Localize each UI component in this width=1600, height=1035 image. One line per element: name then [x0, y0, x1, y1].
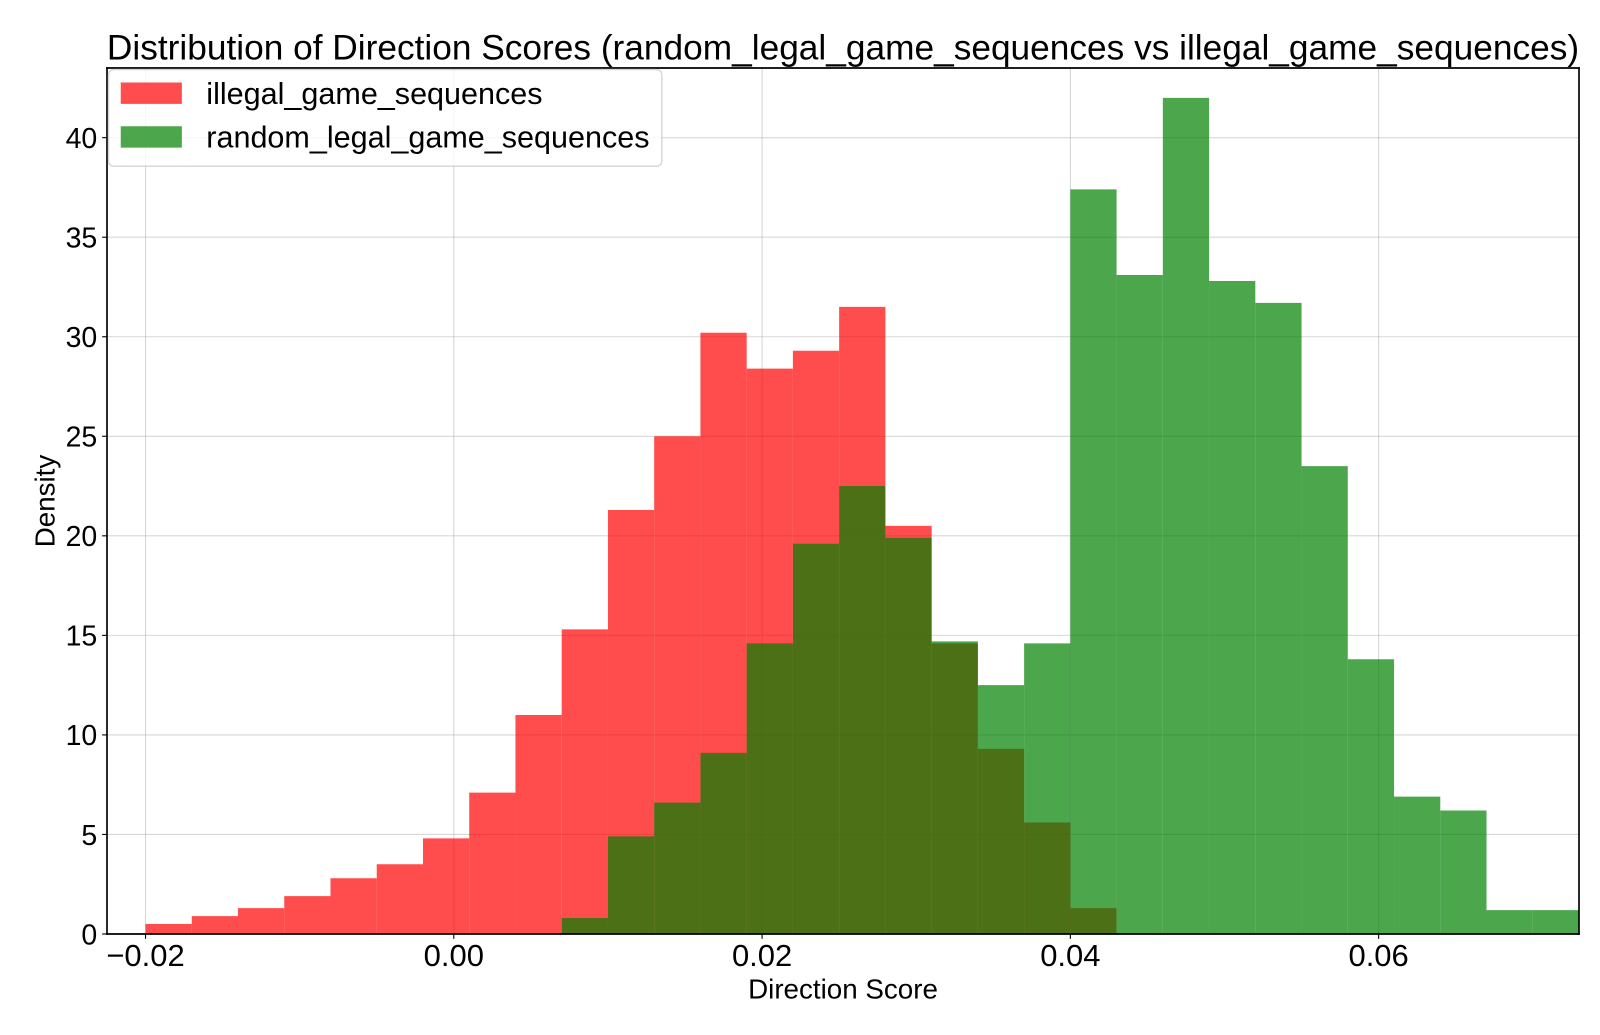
svg-text:0.04: 0.04: [1040, 938, 1100, 973]
svg-text:Direction Score: Direction Score: [748, 973, 938, 1004]
svg-text:35: 35: [66, 223, 98, 255]
svg-text:illegal_game_sequences: illegal_game_sequences: [206, 77, 542, 111]
svg-text:30: 30: [66, 322, 98, 354]
svg-text:0.06: 0.06: [1348, 938, 1408, 973]
svg-text:40: 40: [66, 123, 98, 155]
svg-text:0: 0: [81, 919, 97, 951]
svg-text:20: 20: [66, 521, 98, 553]
svg-text:15: 15: [66, 621, 98, 653]
svg-text:Density: Density: [29, 455, 60, 548]
svg-text:−0.02: −0.02: [106, 938, 184, 973]
svg-text:25: 25: [66, 422, 98, 454]
svg-text:0.02: 0.02: [732, 938, 792, 973]
svg-text:random_legal_game_sequences: random_legal_game_sequences: [206, 121, 649, 155]
svg-text:5: 5: [81, 820, 97, 852]
svg-text:Distribution of Direction Scor: Distribution of Direction Scores (random…: [107, 29, 1579, 68]
svg-text:0.00: 0.00: [424, 938, 484, 973]
svg-text:10: 10: [66, 720, 98, 752]
